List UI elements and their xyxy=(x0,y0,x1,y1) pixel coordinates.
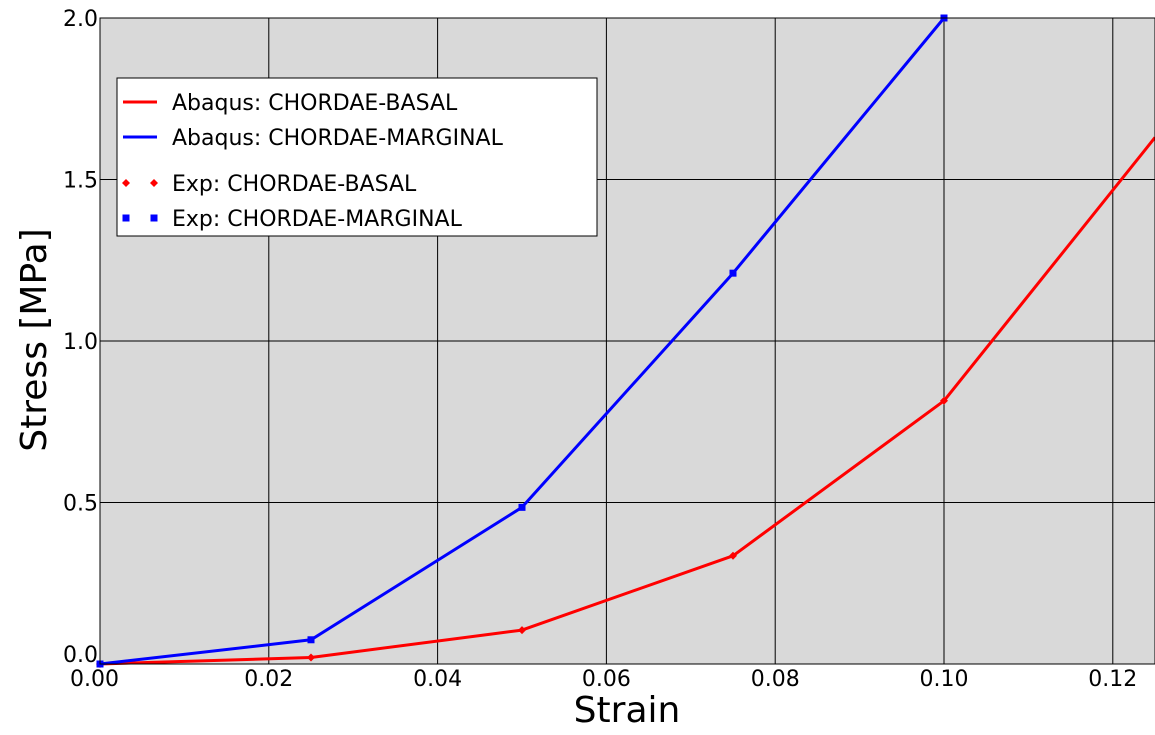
data-point-square xyxy=(307,636,315,644)
data-point-diamond xyxy=(729,551,737,560)
x-tick-label: 0.04 xyxy=(413,667,462,692)
y-tick-label: 1.0 xyxy=(63,330,98,355)
data-point-diamond xyxy=(307,653,315,662)
legend-label: Exp: CHORDAE-MARGINAL xyxy=(172,207,463,232)
y-tick-label: 0.0 xyxy=(63,643,98,668)
legend-box xyxy=(116,77,598,237)
legend: Abaqus: CHORDAE-BASAL Abaqus: CHORDAE-MAR… xyxy=(116,77,598,237)
x-tick-label: 0.06 xyxy=(582,667,631,692)
legend-label: Abaqus: CHORDAE-BASAL xyxy=(172,91,458,116)
plot-frame xyxy=(99,17,1155,665)
x-tick-label: 0.02 xyxy=(244,667,293,692)
data-point-diamond xyxy=(518,626,526,635)
data-point-diamond xyxy=(940,396,948,405)
data-point-square xyxy=(518,503,526,511)
x-tick-label: 0.00 xyxy=(70,667,119,692)
series-layer xyxy=(96,14,1155,668)
x-tick-label: 0.12 xyxy=(1088,667,1137,692)
legend-diamond-swatch xyxy=(150,179,158,187)
legend-label: Abaqus: CHORDAE-MARGINAL xyxy=(172,126,504,151)
y-tick-label: 2.0 xyxy=(63,7,98,32)
legend-square-swatch xyxy=(122,214,130,222)
y-axis-label: Stress [MPa] xyxy=(14,228,55,451)
legend-diamond-swatch xyxy=(122,179,130,187)
y-tick-label: 0.5 xyxy=(63,492,98,517)
y-axis-ticks: 0.0 0.5 1.0 1.5 2.0 xyxy=(63,7,98,668)
x-tick-label: 0.10 xyxy=(920,667,969,692)
x-axis-label: Strain xyxy=(574,690,681,731)
series-line-0 xyxy=(99,136,1155,666)
data-point-square xyxy=(729,269,737,277)
legend-square-swatch xyxy=(150,214,158,222)
x-tick-label: 0.08 xyxy=(751,667,800,692)
y-tick-label: 1.5 xyxy=(63,169,98,194)
legend-label: Exp: CHORDAE-BASAL xyxy=(172,172,417,197)
x-axis-ticks: 0.00 0.02 0.04 0.06 0.08 0.10 0.12 xyxy=(70,667,1137,692)
